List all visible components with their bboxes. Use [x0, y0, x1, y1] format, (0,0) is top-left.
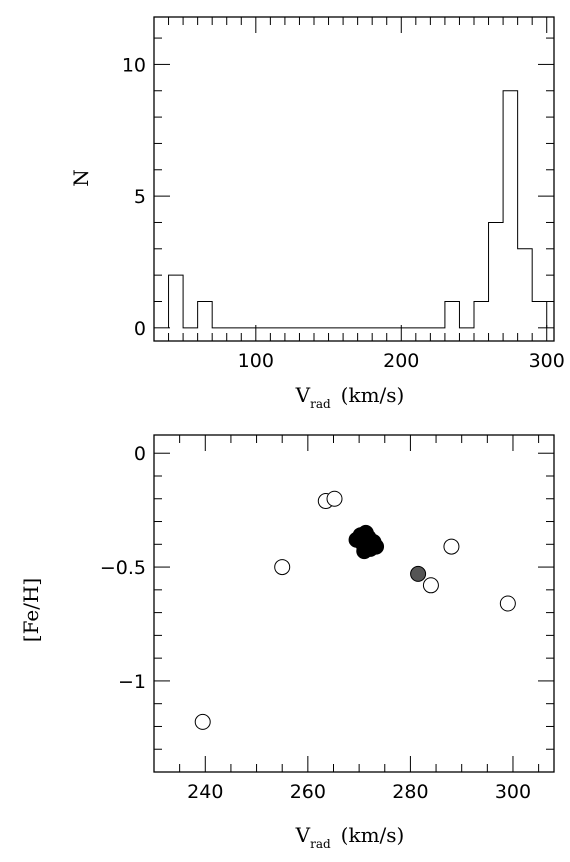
open-circle-point	[326, 490, 343, 507]
plot-frame	[153, 434, 555, 773]
histogram-outline	[168, 90, 548, 329]
open-circle-point	[274, 559, 291, 576]
y-tick-label: −0.5	[100, 557, 146, 579]
y-tick-label: 5	[134, 186, 146, 208]
y-axis-label: N	[69, 169, 93, 187]
x-tick-label: 100	[238, 350, 274, 372]
histogram-bin	[474, 301, 489, 327]
x-tick-label: 240	[187, 781, 223, 803]
x-tick-label: 280	[392, 781, 428, 803]
open-circle-point	[194, 713, 211, 730]
histogram-bin	[532, 301, 547, 327]
x-tick-label: 300	[529, 350, 565, 372]
scatter-panel: 240 260 280 300 0 −0.5 −1 Vrad (km/s) [Fe/H]	[19, 434, 555, 851]
open-circle-point	[422, 577, 439, 594]
histogram-bin	[198, 301, 213, 327]
open-circle-point	[499, 595, 516, 612]
open-circle-point	[443, 538, 460, 555]
x-tick-label: 300	[495, 781, 531, 803]
histogram-panel: 100 200 300 0 5 10 Vrad (km/s) N	[69, 16, 565, 411]
y-tick-label: 10	[122, 54, 146, 76]
x-tick-label: 260	[290, 781, 326, 803]
y-tick-label: 0	[134, 443, 146, 465]
histogram-bin	[518, 249, 533, 328]
plot-frame	[153, 16, 555, 342]
histogram-bin	[489, 222, 504, 327]
x-tick-label: 200	[383, 350, 419, 372]
x-axis-label: Vrad (km/s)	[295, 823, 405, 851]
x-axis-label: Vrad (km/s)	[295, 383, 405, 411]
y-axis-label: [Fe/H]	[19, 578, 43, 642]
filled-circle-point	[368, 538, 385, 555]
y-tick-label: −1	[118, 671, 146, 693]
filled-circle-point	[410, 565, 427, 582]
histogram-bin	[503, 91, 518, 328]
histogram-bin	[445, 301, 460, 327]
histogram-bin	[169, 275, 184, 328]
y-tick-label: 0	[134, 318, 146, 340]
